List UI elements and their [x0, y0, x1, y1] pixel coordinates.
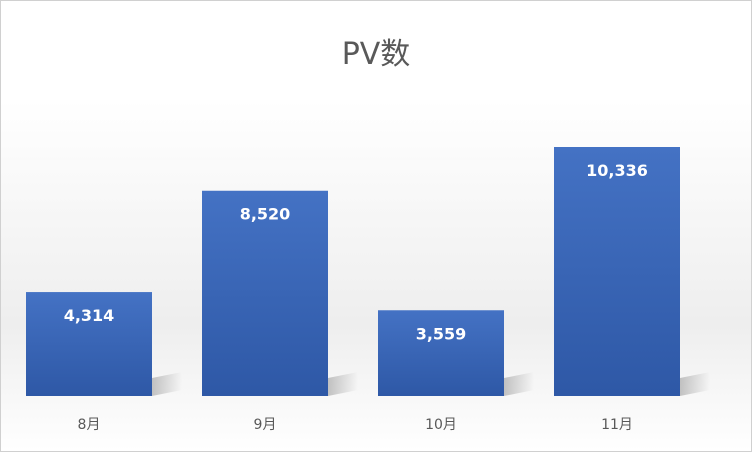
- data-label: 10,336: [586, 161, 648, 180]
- chart-title: PV数: [341, 37, 411, 72]
- bar-2: [202, 190, 328, 396]
- x-tick-label: 11月: [601, 417, 633, 433]
- x-tick-label: 8月: [78, 417, 101, 433]
- bar-shadow: [680, 372, 710, 396]
- bar-4: [554, 147, 680, 396]
- bar-shadow: [504, 372, 534, 396]
- x-tick-label: 9月: [254, 417, 277, 433]
- x-tick-label: 10月: [425, 417, 457, 433]
- data-label: 4,314: [64, 306, 115, 325]
- data-label: 3,559: [416, 324, 467, 343]
- bar-1: [26, 292, 152, 396]
- data-label: 8,520: [240, 205, 291, 224]
- bar-shadow: [152, 372, 182, 396]
- bar-3: [378, 310, 504, 396]
- bar-shadow: [328, 372, 358, 396]
